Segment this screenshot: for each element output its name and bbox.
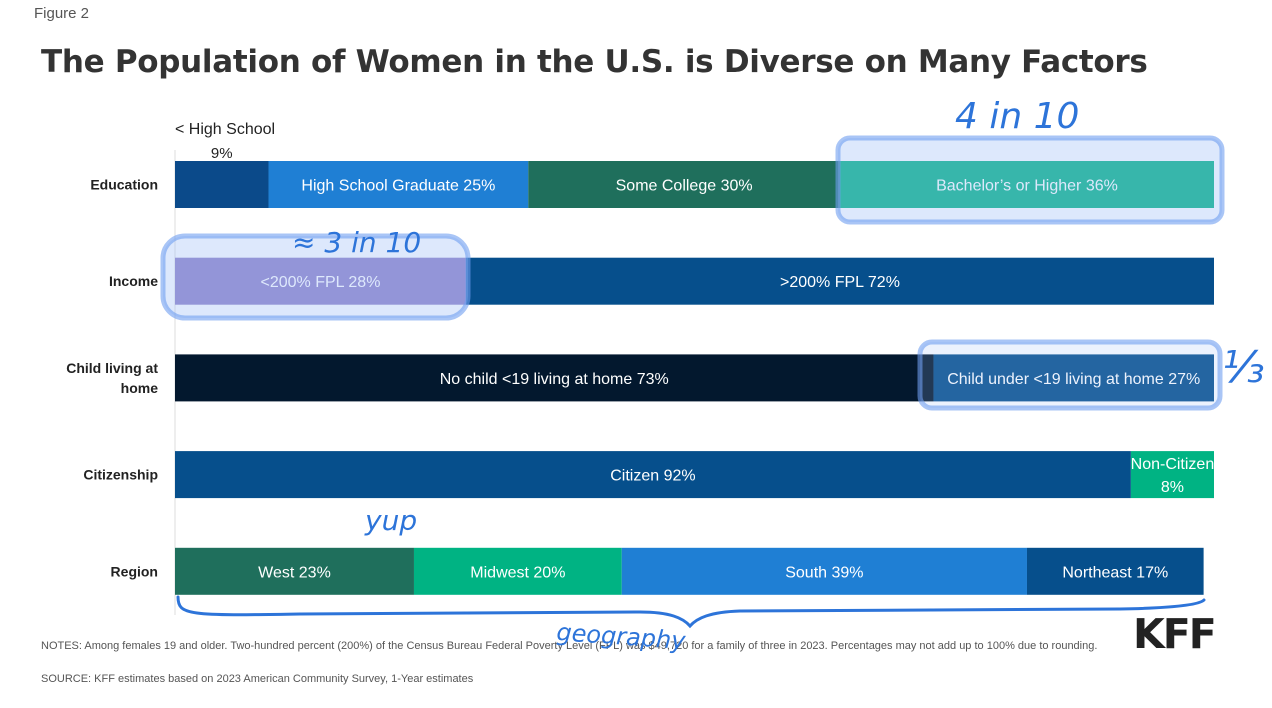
segment-label: Citizen 92% [610,468,695,485]
segment-label: Child under <19 living at home 27% [947,371,1200,388]
chart-title: The Population of Women in the U.S. is D… [41,44,1148,80]
figure-label: Figure 2 [34,5,90,22]
segment-label: West 23% [258,564,331,581]
bar-segment-region-northeast [1026,547,1204,595]
bar-segment-education-high-school [175,161,269,208]
segment-label: No child <19 living at home 73% [440,371,669,388]
category-label-citizenship: Citizenship [83,467,158,483]
bar-segment-region-midwest [413,547,622,595]
category-label-income: Income [109,273,158,289]
chart-notes: NOTES: Among females 19 and older. Two-h… [41,640,1098,652]
chart-source: SOURCE: KFF estimates based on 2023 Amer… [41,673,474,685]
category-label-child-living-at-home: Child living at home [66,360,158,396]
segment-label: High School Graduate 25% [301,178,495,195]
segment-label: South 39% [785,564,863,581]
segment-label: >200% FPL 72% [780,274,900,291]
category-label-education: Education [90,177,158,193]
segment-label: Non-Citizen 8% [1131,456,1215,496]
segment-value-label: 9% [211,145,233,162]
bar-segment-education-some-college [528,161,840,208]
bar-segment-region-west [175,547,414,595]
bar-segment-child-living-at-home-no-child-19-living-at-home [175,354,934,402]
bar-segment-citizenship-citizen [175,451,1131,499]
bar-segment-citizenship-non-citizen [1130,451,1214,499]
segment-label: <200% FPL 28% [260,274,380,291]
category-label-region: Region [111,563,158,579]
segment-label: Bachelor’s or Higher 36% [936,178,1118,195]
stacked-bar-chart: Education < High School 9% High School Grad… [66,121,1215,615]
bar-segment-education-high-school-graduate [268,161,529,208]
kff-logo: KFF [1133,610,1217,658]
segment-label: Midwest 20% [470,564,565,581]
segment-label: Northeast 17% [1062,564,1168,581]
segment-name-label: < High School [175,121,275,138]
bar-segment-income-200-fpl [465,257,1214,305]
bar-segment-region-south [621,547,1027,595]
segment-label: Some College 30% [616,178,753,195]
